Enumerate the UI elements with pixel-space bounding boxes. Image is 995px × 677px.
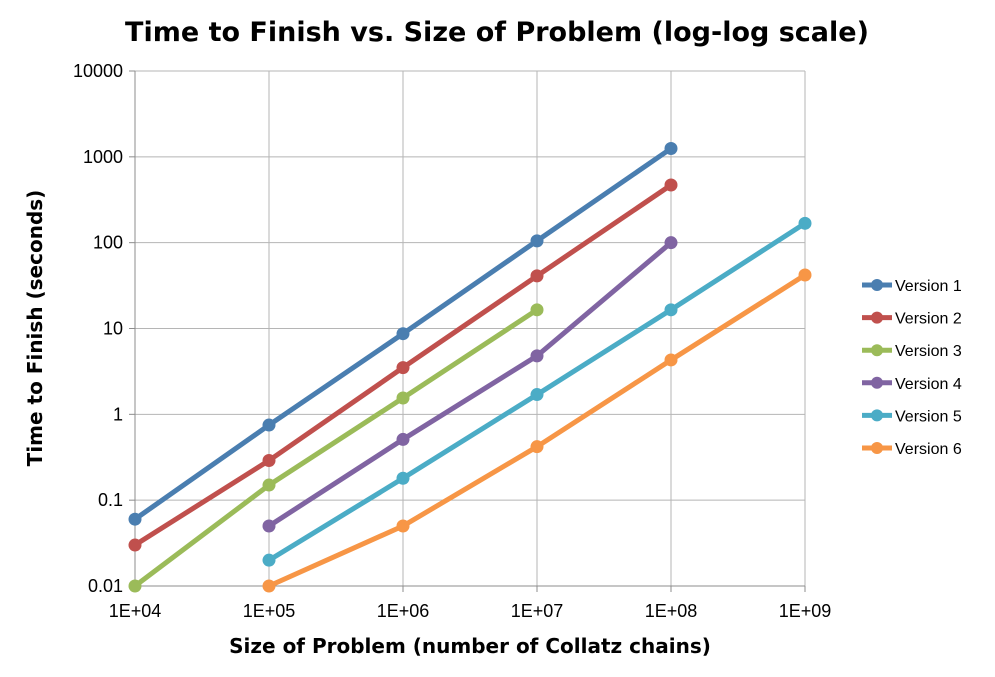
data-point [262,478,276,492]
legend-item: Version 5 [862,408,962,425]
chart-title: Time to Finish vs. Size of Problem (log-… [125,17,869,48]
y-tick-label: 0.1 [98,490,123,510]
legend-label: Version 3 [895,343,962,360]
legend-label: Version 2 [895,311,962,328]
data-point [262,553,276,567]
series-5 [262,216,812,567]
legend-item: Version 3 [862,343,962,360]
data-point [530,440,544,454]
series-4 [262,236,678,533]
data-point [530,234,544,248]
legend-label: Version 1 [895,278,962,295]
data-point [128,538,142,552]
series-2 [128,178,678,552]
series-3 [128,303,544,593]
data-point [530,303,544,317]
data-point [798,268,812,282]
y-axis-title: Time to Finish (seconds) [23,190,47,467]
y-axis-ticks: 0.01 0.1 1 10 100 1000 10000 [73,61,123,596]
legend-swatch-marker [871,344,883,357]
legend-swatch-marker [871,409,883,422]
legend-item: Version 6 [862,441,962,458]
series-line [266,240,674,529]
data-point [530,388,544,402]
legend-label: Version 6 [895,441,962,458]
data-point [664,353,678,367]
legend-item: Version 1 [862,278,962,295]
y-tick-label: 0.01 [88,576,123,596]
legend-swatch-marker [871,442,883,454]
legend-swatch-marker [871,376,883,389]
y-tick-label: 100 [93,233,123,253]
x-tick-label: 1E+08 [645,601,698,621]
data-point [262,418,276,432]
data-point [798,216,812,230]
data-point [664,236,678,250]
data-point [262,453,276,467]
data-point [664,142,678,156]
x-tick-label: 1E+07 [511,601,564,621]
series-line [132,307,540,589]
y-tick-label: 1 [113,404,123,424]
legend: Version 1 Version 2 Version 3 Version 4 Vers… [862,278,962,458]
x-tick-label: 1E+06 [377,601,430,621]
x-tick-label: 1E+05 [243,601,296,621]
data-point [396,391,410,405]
data-point [128,579,142,593]
y-tick-label: 10 [103,319,123,339]
legend-swatch-marker [871,279,883,291]
data-point [664,178,678,192]
data-point [262,519,276,533]
data-point [396,327,410,341]
x-tick-label: 1E+04 [109,601,162,621]
data-point [530,269,544,283]
legend-item: Version 2 [862,311,962,328]
series-6 [262,268,812,593]
series-layer [128,142,812,593]
legend-label: Version 4 [895,376,962,393]
data-point [530,349,544,363]
data-point [664,303,678,317]
y-tick-label: 1000 [83,147,123,167]
x-tick-label: 1E+09 [779,601,832,621]
y-tick-label: 10000 [73,61,123,81]
data-point [262,579,276,593]
data-point [396,432,410,446]
grid [129,70,806,592]
x-axis-title: Size of Problem (number of Collatz chain… [229,634,711,658]
x-axis-ticks: 1E+04 1E+05 1E+06 1E+07 1E+08 1E+09 [109,601,832,621]
data-point [128,512,142,526]
data-point [396,361,410,375]
series-1 [128,142,678,526]
data-point [396,519,410,533]
legend-label: Version 5 [895,408,962,425]
data-point [396,471,410,485]
legend-swatch-marker [871,311,883,324]
legend-item: Version 4 [862,376,962,393]
